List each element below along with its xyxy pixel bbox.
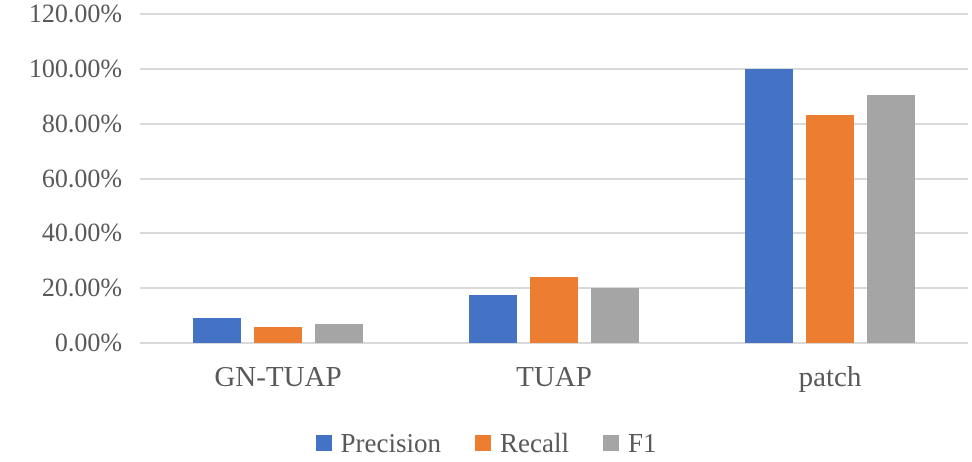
bar-tuap-recall <box>530 277 578 343</box>
legend-item-precision: Precision <box>315 427 442 459</box>
y-axis: 0.00% 20.00% 40.00% 60.00% 80.00% 100.00% 120.… <box>0 0 122 462</box>
legend: Precision Recall F1 <box>0 426 972 460</box>
bar-gn-tuap-precision <box>193 318 241 343</box>
legend-label: Recall <box>500 427 569 458</box>
gridline <box>140 68 968 70</box>
x-axis: GN-TUAP TUAP patch <box>140 356 968 398</box>
y-tick-label: 120.00% <box>28 0 122 28</box>
bar-tuap-f1 <box>591 288 639 343</box>
gridline <box>140 232 968 234</box>
bar-tuap-precision <box>469 295 517 343</box>
legend-swatch-icon <box>315 435 332 451</box>
legend-swatch-icon <box>602 435 619 451</box>
legend-item-f1: F1 <box>602 427 657 459</box>
legend-swatch-icon <box>475 435 491 451</box>
gridline <box>140 178 968 180</box>
y-tick-label: 100.00% <box>28 54 122 83</box>
bar-patch-f1 <box>867 95 915 343</box>
bar-gn-tuap-recall <box>254 327 302 343</box>
legend-label: F1 <box>627 427 657 458</box>
y-tick-label: 20.00% <box>41 273 122 302</box>
x-axis-line <box>140 342 968 344</box>
x-category-label: patch <box>798 361 862 393</box>
y-tick-label: 0.00% <box>54 328 122 357</box>
bar-gn-tuap-f1 <box>315 324 363 343</box>
y-tick-label: 40.00% <box>41 218 122 247</box>
y-tick-label: 80.00% <box>41 109 122 138</box>
bar-patch-precision <box>745 69 793 343</box>
legend-item-recall: Recall <box>475 428 569 459</box>
legend-label: Precision <box>340 427 442 458</box>
x-category-label: GN-TUAP <box>214 361 342 393</box>
x-category-label: TUAP <box>516 361 592 393</box>
bar-patch-recall <box>806 115 854 343</box>
gridline <box>140 123 968 125</box>
gridline <box>140 13 968 15</box>
plot-area <box>140 13 968 344</box>
y-tick-label: 60.00% <box>41 164 122 193</box>
